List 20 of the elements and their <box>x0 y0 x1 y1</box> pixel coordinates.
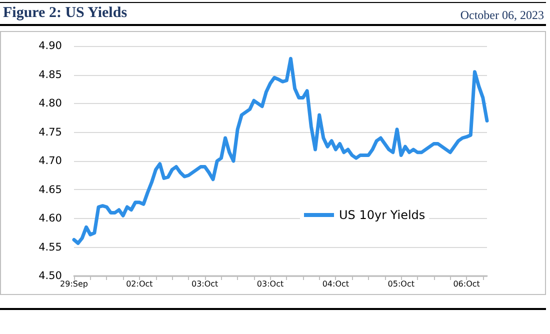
y-tick-label: 4.75 <box>38 126 62 138</box>
chart-title: Figure 2: US Yields <box>3 5 128 22</box>
x-tick-label: 05:Oct <box>388 280 414 288</box>
y-tick-label: 4.50 <box>38 270 62 282</box>
x-tick-label: 03:Oct <box>256 280 284 288</box>
x-tick-label: 04:Oct <box>322 280 350 288</box>
x-tick-label: 02:Oct <box>126 280 153 288</box>
y-tick-label: 4.85 <box>38 68 62 81</box>
y-tick-label: 4.70 <box>38 155 62 167</box>
y-tick-label: 4.80 <box>38 98 62 110</box>
y-tick-label: 4.90 <box>38 40 62 52</box>
y-tick-label: 4.65 <box>38 184 62 196</box>
chart-subtitle: October 06, 2023 <box>460 8 544 23</box>
y-tick-label: 4.60 <box>38 212 62 224</box>
x-tick-label: 29:Sep <box>60 280 88 288</box>
line-series <box>72 56 489 245</box>
x-tick-label: 03:Oct <box>191 280 218 288</box>
x-tick-label: 06:Oct <box>453 280 480 288</box>
legend-label: US 10yr Yields <box>339 208 426 222</box>
y-tick-label: 4.55 <box>38 241 62 254</box>
